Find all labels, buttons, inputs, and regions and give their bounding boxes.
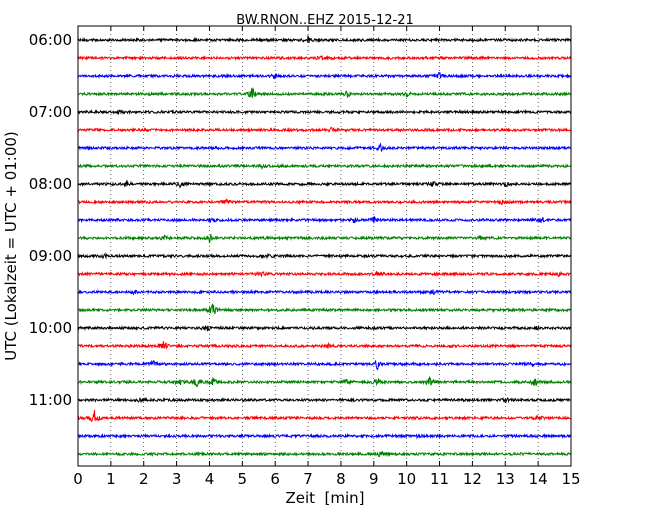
x-tick-label: 2 [139,470,149,488]
x-tick-label: 10 [397,470,416,488]
x-tick-label: 11 [430,470,449,488]
x-tick-label: 8 [336,470,346,488]
y-tick-label: 09:00 [29,247,72,265]
y-axis-label: UTC (Lokalzeit = UTC + 01:00) [2,131,20,361]
x-tick-label: 0 [73,470,83,488]
seismic-trace [77,126,572,133]
x-tick-label: 13 [496,470,515,488]
seismic-trace [77,34,572,44]
seismic-trace [77,270,572,278]
chart-title: BW.RNON..EHZ 2015-12-21 [236,13,414,28]
x-tick-label: 3 [172,470,182,488]
seismic-trace [77,108,572,116]
x-tick-label: 15 [561,470,580,488]
seismic-trace [77,198,572,206]
x-tick-label: 12 [463,470,482,488]
seismic-trace [77,450,572,458]
seismic-trace [77,179,572,189]
seismic-trace [77,162,572,171]
x-tick-label: 9 [369,470,379,488]
seismic-trace [77,375,572,388]
seismic-trace [77,233,572,244]
x-tick-label: 1 [106,470,116,488]
y-tick-label: 11:00 [29,391,72,409]
plot-frame [77,25,572,467]
seismic-trace [77,71,572,80]
y-tick-label: 10:00 [29,319,72,337]
x-tick-label: 5 [238,470,248,488]
x-axis-label: Zeit [min] [285,489,364,507]
x-axis: 0 1 2 3 4 5 6 7 8 9 10 11 12 13 14 15 [73,26,581,488]
y-tick-label: 07:00 [29,103,72,121]
seismic-trace [77,54,572,62]
y-tick-label: 08:00 [29,175,72,193]
x-grid [110,26,539,466]
x-tick-label: 14 [529,470,548,488]
x-tick-label: 6 [270,470,280,488]
seismic-trace [77,432,572,440]
seismic-trace [77,303,572,315]
y-tick-label: 06:00 [29,31,72,49]
trace-group [77,34,572,458]
seismic-trace [77,86,572,98]
seismic-trace [77,409,572,423]
seismic-trace [77,341,572,350]
seismic-trace [77,215,572,224]
x-tick-label: 7 [303,470,313,488]
y-axis: 06:00 07:00 08:00 09:00 10:00 11:00 [29,31,571,409]
seismic-trace [77,142,572,152]
seismic-trace [77,288,572,296]
x-tick-label: 4 [205,470,215,488]
seismic-trace [77,359,572,371]
seismic-trace [77,396,572,404]
seismic-trace [77,252,572,260]
seismic-trace [77,324,572,332]
